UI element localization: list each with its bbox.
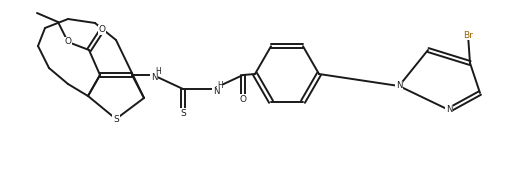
Text: H: H <box>155 67 161 75</box>
Text: S: S <box>180 108 186 118</box>
Text: O: O <box>65 37 72 47</box>
Text: N: N <box>213 87 219 96</box>
Text: Br: Br <box>463 30 473 40</box>
Text: O: O <box>240 95 246 103</box>
Text: O: O <box>99 25 105 35</box>
Text: N: N <box>396 81 402 91</box>
Text: S: S <box>113 114 119 124</box>
Text: H: H <box>217 80 223 90</box>
Text: N: N <box>446 106 452 114</box>
Text: N: N <box>151 74 157 82</box>
